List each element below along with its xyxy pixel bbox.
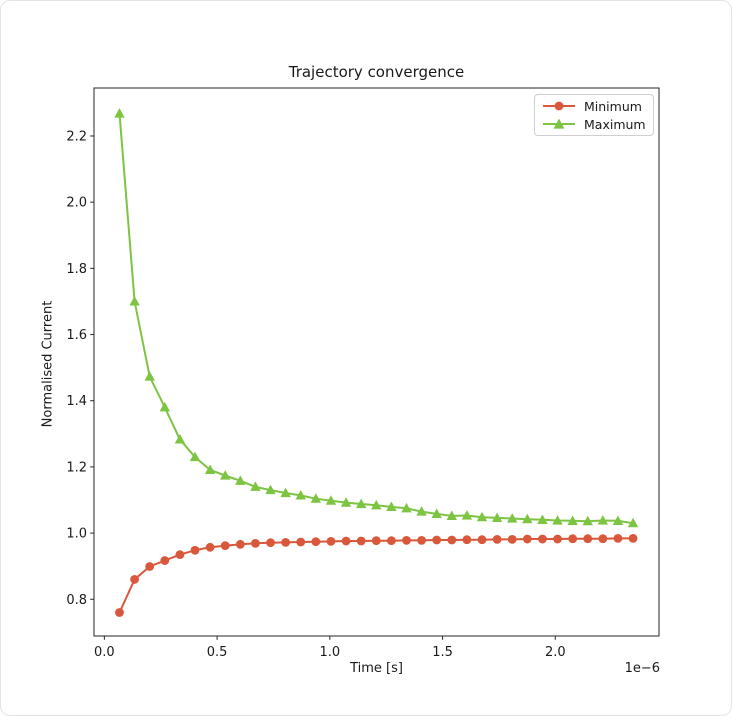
marker-maximum (552, 515, 563, 525)
chart-title: Trajectory convergence (288, 63, 465, 81)
marker-maximum (537, 514, 548, 524)
y-tick-label: 2.2 (66, 129, 87, 144)
marker-minimum (251, 538, 260, 548)
marker-maximum (582, 515, 593, 526)
y-tick-label: 1.4 (66, 394, 87, 409)
y-tick-label: 1.0 (66, 527, 87, 542)
marker-minimum (190, 545, 200, 555)
marker-minimum (628, 533, 638, 543)
marker-maximum (507, 513, 518, 523)
x-axis-label: Time [s] (350, 661, 403, 676)
marker-minimum (341, 536, 351, 546)
axes-frame (93, 87, 660, 637)
marker-maximum (114, 108, 125, 118)
marker-minimum (598, 534, 608, 544)
legend-label-minimum: Minimum (584, 98, 642, 114)
marker-maximum (386, 501, 397, 512)
marker-minimum (613, 533, 623, 543)
marker-maximum (159, 401, 170, 412)
legend-label-maximum: Maximum (584, 116, 646, 132)
marker-maximum (446, 510, 458, 520)
marker-maximum (220, 470, 231, 480)
marker-minimum (296, 537, 306, 547)
marker-minimum (175, 550, 185, 559)
x-axis-offset-text: 1e−6 (624, 661, 660, 676)
marker-maximum (250, 481, 261, 491)
marker-maximum (401, 502, 412, 513)
marker-minimum (326, 536, 336, 546)
marker-minimum (522, 534, 532, 544)
marker-minimum (538, 534, 547, 544)
marker-minimum (417, 535, 426, 545)
marker-maximum (355, 498, 367, 509)
marker-maximum (627, 517, 639, 528)
marker-minimum (568, 534, 578, 544)
marker-minimum (205, 542, 215, 552)
marker-minimum (432, 535, 442, 545)
marker-maximum (522, 513, 533, 524)
y-tick-label: 2.0 (66, 196, 87, 211)
y-tick-label: 1.6 (66, 328, 87, 343)
marker-minimum (356, 536, 366, 546)
marker-maximum (204, 464, 216, 474)
x-tick-label: 0.0 (94, 645, 115, 660)
marker-maximum (340, 497, 352, 507)
maximum-triangle-marker-icon (543, 118, 575, 129)
minimum-circle-marker-icon (543, 101, 575, 111)
marker-minimum (447, 535, 457, 545)
legend-item-maximum: Maximum (542, 115, 653, 133)
series-line-maximum (118, 113, 634, 525)
marker-minimum (386, 536, 396, 546)
marker-maximum (144, 371, 155, 381)
x-tick-label: 1.0 (319, 645, 340, 660)
marker-maximum (491, 512, 503, 522)
marker-minimum (492, 534, 502, 544)
marker-minimum (311, 537, 321, 547)
marker-maximum (129, 296, 140, 306)
marker-minimum (130, 575, 139, 584)
marker-maximum (371, 499, 382, 510)
marker-minimum (235, 539, 245, 549)
marker-maximum (295, 489, 306, 500)
marker-maximum (597, 515, 609, 525)
marker-minimum (145, 562, 155, 571)
marker-maximum (189, 451, 201, 462)
marker-maximum (174, 434, 186, 444)
x-tick-label: 2.0 (545, 645, 566, 660)
y-tick-label: 1.8 (66, 262, 87, 277)
marker-minimum (402, 535, 411, 545)
marker-maximum (325, 495, 337, 505)
marker-minimum (477, 535, 487, 545)
marker-minimum (507, 534, 517, 544)
marker-minimum (281, 537, 291, 547)
marker-maximum (612, 515, 624, 525)
marker-maximum (310, 493, 322, 503)
x-tick-label: 0.5 (207, 645, 228, 660)
legend: Minimum Maximum (534, 94, 654, 136)
marker-minimum (553, 534, 562, 544)
marker-maximum (265, 484, 276, 495)
marker-maximum (567, 515, 578, 525)
marker-maximum (476, 511, 488, 522)
marker-minimum (462, 535, 472, 545)
marker-minimum (115, 608, 124, 617)
legend-item-minimum: Minimum (542, 97, 653, 115)
y-tick-label: 0.8 (66, 593, 87, 608)
x-tick-label: 1.5 (432, 645, 453, 660)
marker-minimum (371, 536, 381, 546)
y-tick-label: 1.2 (66, 460, 87, 475)
y-axis-label: Normalised Current (40, 300, 56, 428)
marker-maximum (280, 487, 291, 498)
marker-minimum (266, 538, 275, 548)
marker-maximum (461, 510, 473, 520)
marker-maximum (416, 506, 427, 516)
marker-minimum (583, 534, 593, 544)
marker-maximum (431, 508, 442, 518)
marker-minimum (220, 541, 230, 551)
marker-minimum (160, 556, 170, 565)
marker-maximum (235, 475, 246, 485)
